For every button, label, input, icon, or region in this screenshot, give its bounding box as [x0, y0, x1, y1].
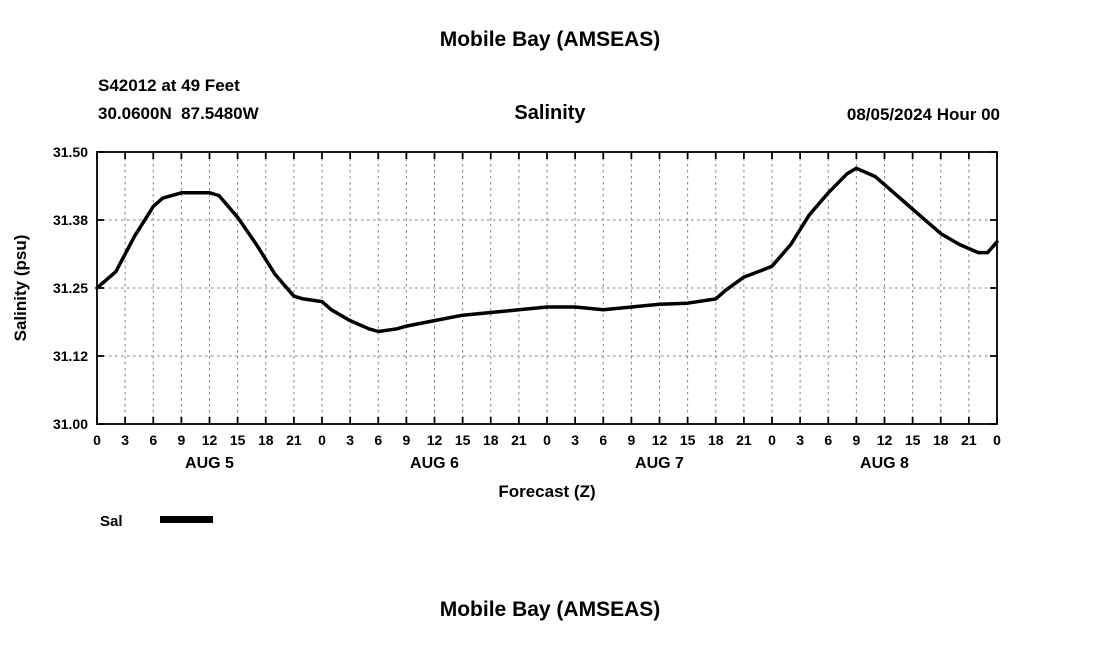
x-tick-label: 15	[680, 432, 696, 448]
x-tick-label: 18	[933, 432, 949, 448]
x-tick-label: 6	[374, 432, 382, 448]
y-tick-label: 31.00	[53, 416, 88, 432]
day-label: AUG 8	[860, 455, 909, 472]
x-tick-label: 21	[736, 432, 752, 448]
legend-label: Sal	[100, 513, 123, 530]
page-title: Mobile Bay (AMSEAS)	[439, 28, 661, 51]
forecast-datetime-label: 08/05/2024 Hour 00	[846, 105, 1000, 124]
x-tick-label: 0	[768, 432, 776, 448]
x-tick-label: 18	[708, 432, 724, 448]
day-label: AUG 5	[185, 455, 234, 472]
x-tick-label: 12	[652, 432, 668, 448]
salinity-line	[95, 166, 999, 334]
x-tick-label: 0	[318, 432, 326, 448]
x-tick-label: 6	[599, 432, 607, 448]
x-tick-label: 21	[511, 432, 527, 448]
bottom-page-title: Mobile Bay (AMSEAS)	[439, 598, 661, 621]
y-tick-label: 31.38	[53, 212, 88, 228]
legend-line-swatch	[160, 516, 213, 523]
station-coordinates-label: 30.0600N 87.5480W	[98, 104, 259, 123]
x-tick-label: 12	[877, 432, 893, 448]
x-tick-label: 3	[571, 432, 579, 448]
x-tick-label: 0	[543, 432, 551, 448]
day-label: AUG 6	[410, 455, 459, 472]
x-tick-label: 9	[177, 432, 185, 448]
x-axis-label: Forecast (Z)	[498, 482, 595, 501]
day-label: AUG 7	[635, 455, 684, 472]
x-tick-label: 18	[483, 432, 499, 448]
x-tick-label: 9	[402, 432, 410, 448]
y-tick-label: 31.12	[53, 348, 88, 364]
x-tick-label: 9	[852, 432, 860, 448]
y-axis-label: Salinity (psu)	[11, 235, 30, 342]
x-tick-label: 18	[258, 432, 274, 448]
y-tick-label: 31.25	[53, 280, 88, 296]
chart-title: Salinity	[514, 102, 586, 124]
x-tick-label: 0	[93, 432, 101, 448]
x-tick-label: 21	[961, 432, 977, 448]
x-tick-label: 15	[905, 432, 921, 448]
x-tick-label: 6	[149, 432, 157, 448]
x-tick-label: 9	[627, 432, 635, 448]
x-tick-label: 0	[993, 432, 1001, 448]
x-tick-label: 12	[202, 432, 218, 448]
x-tick-label: 3	[796, 432, 804, 448]
x-tick-label: 21	[286, 432, 302, 448]
x-tick-label: 6	[824, 432, 832, 448]
x-tick-label: 3	[346, 432, 354, 448]
y-tick-label: 31.50	[53, 144, 88, 160]
x-tick-label: 12	[427, 432, 443, 448]
station-id-label: S42012 at 49 Feet	[98, 76, 240, 95]
x-tick-label: 3	[121, 432, 129, 448]
x-tick-label: 15	[230, 432, 246, 448]
x-tick-label: 15	[455, 432, 471, 448]
